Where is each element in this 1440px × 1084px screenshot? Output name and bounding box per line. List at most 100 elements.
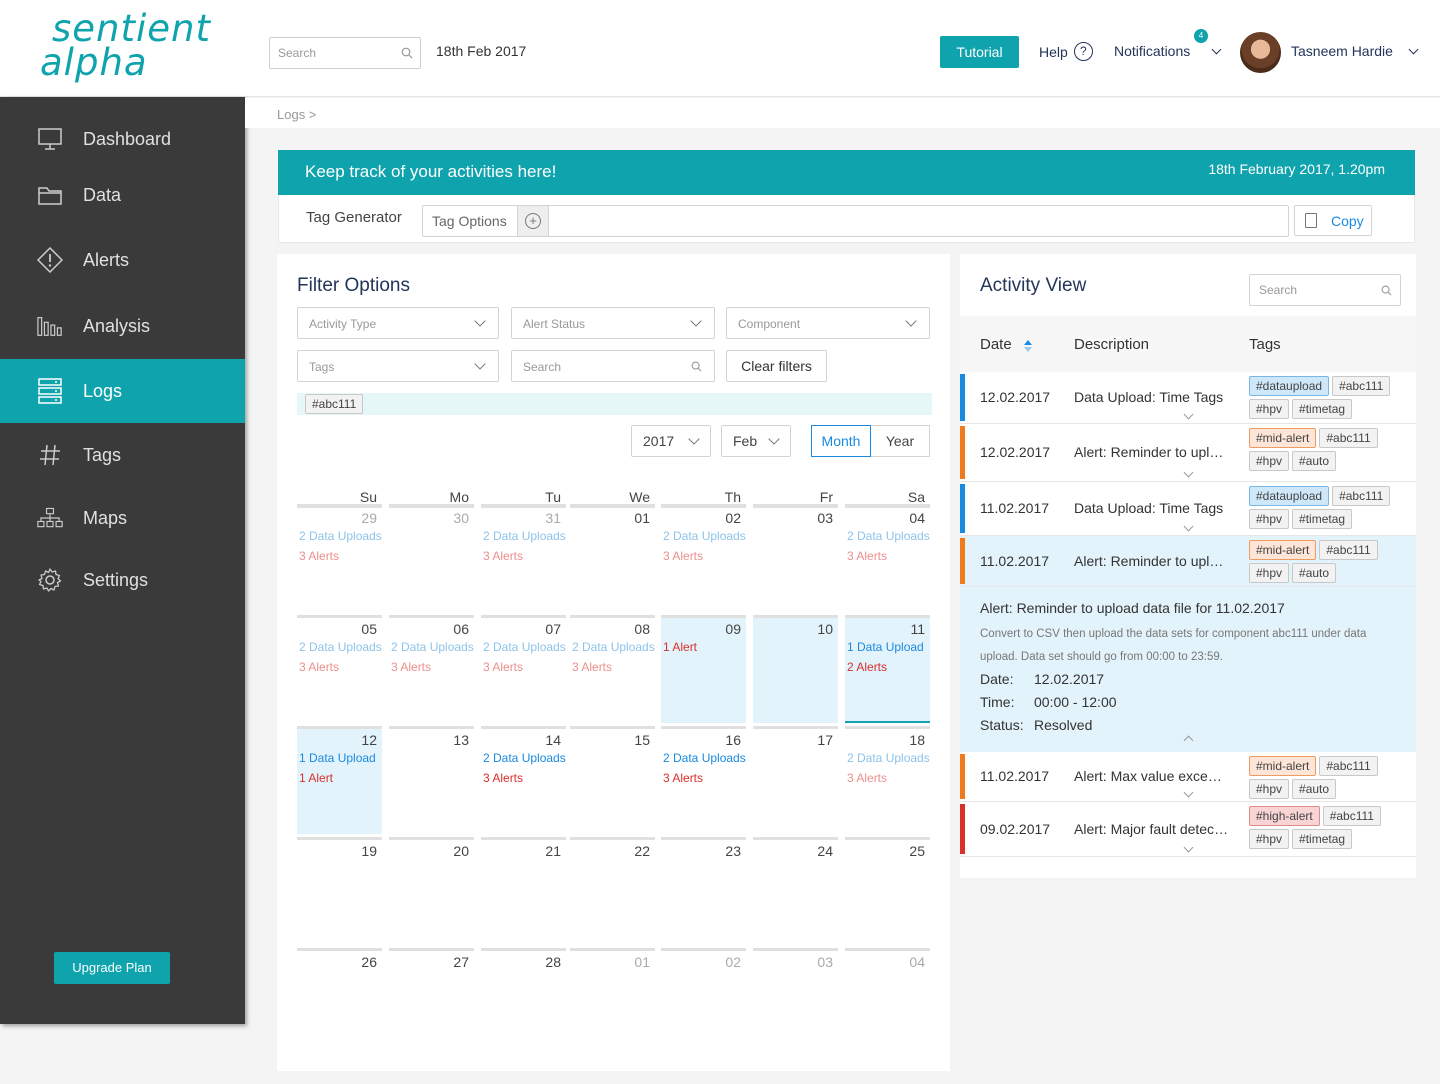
sidebar-item-logs[interactable]: Logs	[0, 359, 245, 423]
tag-chip[interactable]: #timetag	[1292, 509, 1353, 529]
tag-chip[interactable]: #hpv	[1249, 399, 1290, 419]
calendar-day[interactable]: 02	[661, 948, 746, 1056]
tag-chip[interactable]: #mid-alert	[1249, 428, 1317, 448]
calendar-alerts-count[interactable]: 1 Alert	[663, 640, 698, 654]
sidebar-item-tags[interactable]: Tags	[0, 423, 245, 487]
calendar-uploads-count[interactable]: 2 Data Uploads	[572, 640, 655, 654]
sidebar-item-data[interactable]: Data	[0, 163, 245, 227]
calendar-uploads-count[interactable]: 2 Data Uploads	[299, 529, 382, 543]
tag-chip[interactable]: #dataupload	[1249, 486, 1330, 506]
sidebar-item-settings[interactable]: Settings	[0, 548, 245, 612]
calendar-day[interactable]: 20	[389, 837, 474, 945]
sort-asc-icon[interactable]	[1024, 340, 1032, 345]
calendar-uploads-count[interactable]: 2 Data Uploads	[483, 529, 566, 543]
month-view-button[interactable]: Month	[811, 425, 871, 457]
tag-chip[interactable]: #hpv	[1249, 563, 1290, 583]
tag-chip[interactable]: #high-alert	[1249, 806, 1320, 826]
upgrade-plan-button[interactable]: Upgrade Plan	[54, 952, 170, 984]
calendar-alerts-count[interactable]: 2 Alerts	[847, 660, 888, 674]
tag-chip[interactable]: #abc111	[1322, 806, 1381, 826]
calendar-day[interactable]: 15	[570, 726, 655, 834]
tag-chip[interactable]: #timetag	[1292, 399, 1353, 419]
activity-row[interactable]: 09.02.2017 Alert: Major fault detected #hi…	[960, 802, 1416, 857]
expand-chevron-down-icon[interactable]	[1183, 787, 1194, 798]
tag-chip[interactable]: #abc111	[1332, 376, 1391, 396]
calendar-day[interactable]: 31 2 Data Uploads 3 Alerts	[481, 504, 566, 612]
sidebar-item-dashboard[interactable]: Dashboard	[0, 107, 245, 171]
calendar-alerts-count[interactable]: 3 Alerts	[572, 660, 613, 674]
tag-chip[interactable]: #hpv	[1249, 451, 1290, 471]
calendar-alerts-count[interactable]: 3 Alerts	[663, 771, 704, 785]
calendar-day[interactable]: 22	[570, 837, 655, 945]
calendar-day[interactable]: 08 2 Data Uploads 3 Alerts	[570, 615, 655, 723]
calendar-day[interactable]: 30	[389, 504, 474, 612]
calendar-day[interactable]: 06 2 Data Uploads 3 Alerts	[389, 615, 474, 723]
calendar-day[interactable]: 12 1 Data Upload 1 Alert	[297, 726, 382, 834]
tag-chip[interactable]: #auto	[1292, 779, 1337, 799]
activity-type-dropdown[interactable]: Activity Type	[297, 307, 499, 339]
expand-chevron-down-icon[interactable]	[1183, 842, 1194, 853]
calendar-uploads-count[interactable]: 2 Data Uploads	[663, 529, 746, 543]
calendar-alerts-count[interactable]: 3 Alerts	[483, 771, 524, 785]
calendar-alerts-count[interactable]: 3 Alerts	[391, 660, 432, 674]
year-select[interactable]: 2017	[631, 425, 711, 457]
calendar-uploads-count[interactable]: 1 Data Upload	[299, 751, 376, 765]
collapse-chevron-up-icon[interactable]	[1183, 735, 1194, 746]
tag-chip[interactable]: #abc111	[1332, 486, 1391, 506]
copy-button[interactable]: Copy	[1294, 205, 1372, 236]
tag-chip[interactable]: #dataupload	[1249, 376, 1330, 396]
calendar-day[interactable]: 29 2 Data Uploads 3 Alerts	[297, 504, 382, 612]
calendar-day[interactable]: 19	[297, 837, 382, 945]
month-select[interactable]: Feb	[721, 425, 791, 457]
calendar-day[interactable]: 03	[753, 948, 838, 1056]
calendar-alerts-count[interactable]: 3 Alerts	[299, 660, 340, 674]
avatar[interactable]	[1240, 32, 1281, 73]
tag-generator-field[interactable]: Tag Options +	[422, 205, 1289, 237]
sidebar-item-maps[interactable]: Maps	[0, 486, 245, 550]
calendar-day[interactable]: 28	[481, 948, 566, 1056]
calendar-day[interactable]: 25	[845, 837, 930, 945]
expand-chevron-down-icon[interactable]	[1183, 467, 1194, 478]
add-tag-button[interactable]: +	[518, 206, 549, 236]
tag-chip[interactable]: #mid-alert	[1249, 540, 1317, 560]
calendar-alerts-count[interactable]: 3 Alerts	[847, 549, 888, 563]
tag-chip[interactable]: #hpv	[1249, 829, 1290, 849]
tags-dropdown[interactable]: Tags	[297, 350, 499, 382]
expand-chevron-down-icon[interactable]	[1183, 521, 1194, 532]
calendar-day[interactable]: 02 2 Data Uploads 3 Alerts	[661, 504, 746, 612]
sort-desc-icon[interactable]	[1024, 347, 1032, 352]
tag-chip[interactable]: #hpv	[1249, 509, 1290, 529]
filter-search-input[interactable]: Search	[511, 350, 715, 382]
activity-row[interactable]: 11.02.2017 Alert: Max value exceeded #mid-…	[960, 752, 1416, 802]
calendar-uploads-count[interactable]: 2 Data Uploads	[391, 640, 474, 654]
calendar-alerts-count[interactable]: 1 Alert	[299, 771, 334, 785]
calendar-alerts-count[interactable]: 3 Alerts	[483, 660, 524, 674]
clear-filters-button[interactable]: Clear filters	[726, 350, 827, 382]
tag-chip[interactable]: #timetag	[1292, 829, 1353, 849]
calendar-day[interactable]: 26	[297, 948, 382, 1056]
calendar-uploads-count[interactable]: 1 Data Upload	[847, 640, 924, 654]
tag-chip[interactable]: #hpv	[1249, 779, 1290, 799]
calendar-day[interactable]: 03	[753, 504, 838, 612]
tag-chip[interactable]: #abc111	[1319, 428, 1378, 448]
calendar-day[interactable]: 11 1 Data Upload 2 Alerts	[845, 615, 930, 723]
calendar-day[interactable]: 27	[389, 948, 474, 1056]
alert-status-dropdown[interactable]: Alert Status	[511, 307, 715, 339]
activity-row[interactable]: 12.02.2017 Data Upload: Time Tags #dataupl…	[960, 372, 1416, 424]
calendar-day[interactable]: 05 2 Data Uploads 3 Alerts	[297, 615, 382, 723]
calendar-uploads-count[interactable]: 2 Data Uploads	[847, 751, 930, 765]
calendar-day[interactable]: 04	[845, 948, 930, 1056]
tag-chip[interactable]: #auto	[1292, 451, 1337, 471]
calendar-alerts-count[interactable]: 3 Alerts	[663, 549, 704, 563]
notifications-chevron-down-icon[interactable]	[1211, 44, 1222, 55]
activity-row[interactable]: 11.02.2017 Data Upload: Time Tags #dataupl…	[960, 482, 1416, 536]
calendar-day[interactable]: 10	[753, 615, 838, 723]
activity-row[interactable]: 12.02.2017 Alert: Reminder to upload #mid-…	[960, 424, 1416, 482]
header-search-input[interactable]: Search	[269, 37, 421, 69]
help-link[interactable]: Help ?	[1039, 42, 1093, 61]
calendar-day[interactable]: 01	[570, 948, 655, 1056]
calendar-uploads-count[interactable]: 2 Data Uploads	[299, 640, 382, 654]
user-name[interactable]: Tasneem Hardie	[1291, 43, 1393, 59]
expand-chevron-down-icon[interactable]	[1183, 409, 1194, 420]
calendar-day[interactable]: 04 2 Data Uploads 3 Alerts	[845, 504, 930, 612]
